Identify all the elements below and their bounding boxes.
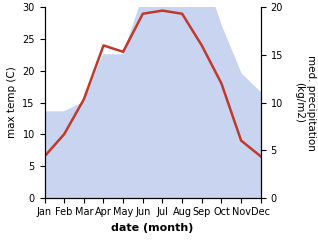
X-axis label: date (month): date (month) (111, 223, 194, 233)
Y-axis label: max temp (C): max temp (C) (7, 67, 17, 138)
Y-axis label: med. precipitation
(kg/m2): med. precipitation (kg/m2) (294, 55, 315, 150)
